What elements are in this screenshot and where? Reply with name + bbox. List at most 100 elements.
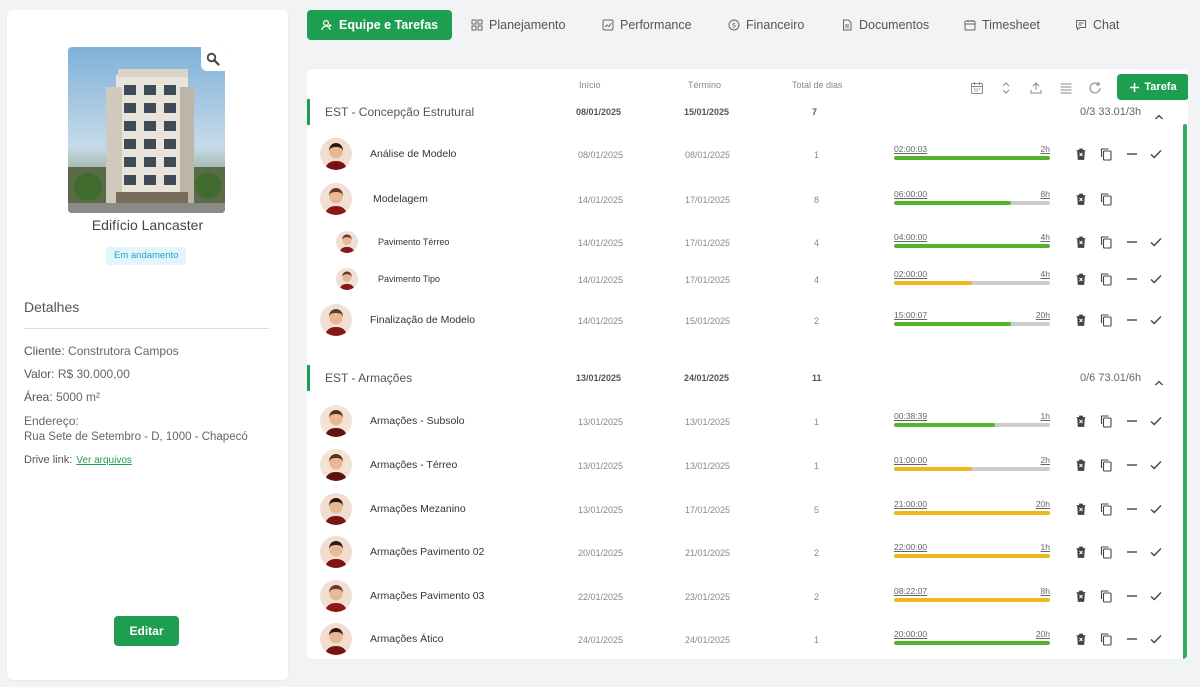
minus-icon[interactable] [1125,458,1139,472]
task-name[interactable]: Armações Pavimento 03 [370,590,485,602]
delete-icon[interactable] [1074,192,1088,206]
task-name[interactable]: Pavimento Térreo [378,237,450,247]
time-logged[interactable]: 06:00:00 [894,189,928,199]
task-row[interactable]: Armações - Subsolo 13/01/2025 13/01/2025 1 0… [307,402,1167,440]
check-icon[interactable] [1149,632,1163,646]
time-logged[interactable]: 21:00:00 [894,499,928,509]
task-row[interactable]: Pavimento Tipo 14/01/2025 17/01/2025 4 02:00… [307,260,1167,298]
minus-icon[interactable] [1125,147,1139,161]
export-icon[interactable] [1029,81,1043,95]
time-logged[interactable]: 01:00:00 [894,455,928,465]
minus-icon[interactable] [1125,632,1139,646]
zoom-icon[interactable] [201,47,225,71]
task-row[interactable]: Finalização de Modelo 14/01/2025 15/01/202… [307,301,1167,339]
minus-icon[interactable] [1125,414,1139,428]
time-estimate[interactable]: 1h [1040,542,1050,552]
copy-icon[interactable] [1099,147,1113,161]
copy-icon[interactable] [1099,502,1113,516]
task-group-header[interactable]: EST - Armações 13/01/2025 24/01/2025 11 0/6 … [307,365,1167,391]
check-icon[interactable] [1149,458,1163,472]
copy-icon[interactable] [1099,272,1113,286]
tab-performance[interactable]: Performance [602,10,692,40]
task-row[interactable]: Modelagem 14/01/2025 17/01/2025 8 06:00:00 8h [307,180,1167,218]
copy-icon[interactable] [1099,589,1113,603]
tab-financeiro[interactable]: $ Financeiro [728,10,804,40]
edit-button[interactable]: Editar [114,616,179,646]
check-icon[interactable] [1149,414,1163,428]
copy-icon[interactable] [1099,313,1113,327]
drive-link[interactable]: Ver arquivos [76,455,132,466]
time-logged[interactable]: 02:00:00 [894,269,928,279]
time-estimate[interactable]: 2h [1040,455,1050,465]
copy-icon[interactable] [1099,545,1113,559]
task-row[interactable]: Armações - Térreo 13/01/2025 13/01/2025 1 01… [307,446,1167,484]
time-estimate[interactable]: 20h [1035,499,1050,509]
task-row[interactable]: Análise de Modelo 08/01/2025 08/01/2025 1 02… [307,135,1167,173]
tab-documentos[interactable]: Documentos [841,10,929,40]
add-task-button[interactable]: Tarefa [1117,74,1188,100]
minus-icon[interactable] [1125,272,1139,286]
time-estimate[interactable]: 20h [1035,310,1050,320]
scrollbar[interactable] [1183,124,1187,659]
delete-icon[interactable] [1074,272,1088,286]
minus-icon[interactable] [1125,313,1139,327]
task-row[interactable]: Armações Pavimento 03 22/01/2025 23/01/202… [307,577,1167,615]
refresh-icon[interactable] [1088,81,1102,95]
delete-icon[interactable] [1074,589,1088,603]
time-logged[interactable]: 08:22:07 [894,586,928,596]
task-name[interactable]: Armações Ático [370,633,444,645]
minus-icon[interactable] [1125,502,1139,516]
time-logged[interactable]: 22:00:00 [894,542,928,552]
check-icon[interactable] [1149,545,1163,559]
delete-icon[interactable] [1074,414,1088,428]
task-name[interactable]: Modelagem [373,193,428,205]
time-estimate[interactable]: 20h [1035,629,1050,639]
copy-icon[interactable] [1099,192,1113,206]
task-row[interactable]: Armações Mezanino 13/01/2025 17/01/2025 5 21… [307,490,1167,528]
time-logged[interactable]: 04:00:00 [894,232,928,242]
delete-icon[interactable] [1074,545,1088,559]
copy-icon[interactable] [1099,632,1113,646]
task-name[interactable]: Armações - Térreo [370,459,458,471]
tab-equipe-tarefas[interactable]: Equipe e Tarefas [307,10,453,40]
chevron-up-icon[interactable] [1154,374,1164,386]
time-logged[interactable]: 15:00:07 [894,310,928,320]
time-logged[interactable]: 20:00:00 [894,629,928,639]
delete-icon[interactable] [1074,502,1088,516]
delete-icon[interactable] [1074,313,1088,327]
project-image[interactable] [68,47,225,213]
task-name[interactable]: Pavimento Tipo [378,274,441,284]
time-estimate[interactable]: 1h [1040,411,1050,421]
check-icon[interactable] [1149,272,1163,286]
task-name[interactable]: Armações - Subsolo [370,415,465,427]
copy-icon[interactable] [1099,414,1113,428]
tab-timesheet[interactable]: Timesheet [964,10,1040,40]
minus-icon[interactable] [1125,235,1139,249]
task-name[interactable]: Armações Mezanino [370,503,466,515]
task-name[interactable]: Armações Pavimento 02 [370,546,485,558]
task-row[interactable]: Armações Ático 24/01/2025 24/01/2025 1 20:00… [307,620,1167,658]
calendar-icon[interactable] [970,81,984,95]
time-estimate[interactable]: 4h [1040,232,1050,242]
time-estimate[interactable]: 2h [1040,144,1050,154]
check-icon[interactable] [1149,313,1163,327]
time-logged[interactable]: 02:00:03 [894,144,928,154]
copy-icon[interactable] [1099,235,1113,249]
delete-icon[interactable] [1074,235,1088,249]
task-name[interactable]: Finalização de Modelo [370,314,476,326]
time-estimate[interactable]: 8h [1040,189,1050,199]
check-icon[interactable] [1149,589,1163,603]
check-icon[interactable] [1149,502,1163,516]
task-name[interactable]: Análise de Modelo [370,148,457,160]
delete-icon[interactable] [1074,632,1088,646]
task-row[interactable]: Armações Pavimento 02 20/01/2025 21/01/202… [307,533,1167,571]
list-icon[interactable] [1059,81,1073,95]
sort-icon[interactable] [999,81,1013,95]
tab-planejamento[interactable]: Planejamento [471,10,565,40]
minus-icon[interactable] [1125,545,1139,559]
time-estimate[interactable]: 4h [1040,269,1050,279]
chevron-up-icon[interactable] [1154,108,1164,120]
tab-chat[interactable]: Chat [1075,10,1119,40]
copy-icon[interactable] [1099,458,1113,472]
time-logged[interactable]: 00:38:39 [894,411,928,421]
